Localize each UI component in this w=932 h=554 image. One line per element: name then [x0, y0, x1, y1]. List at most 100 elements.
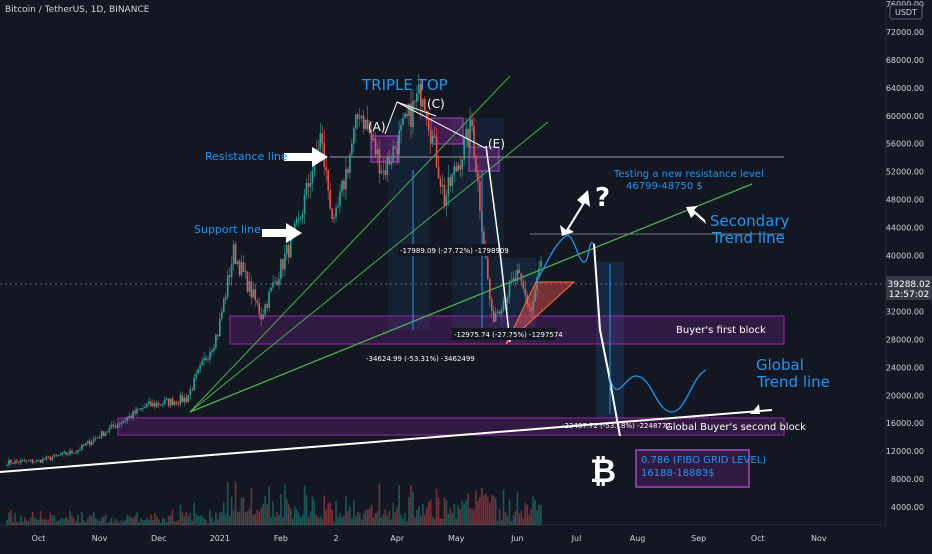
time-label-11: Sep	[691, 534, 706, 543]
volume-bar	[35, 518, 38, 525]
candle-body	[406, 113, 408, 117]
volume-bar	[61, 518, 63, 525]
time-label-3: 2021	[210, 534, 230, 543]
volume-bar	[287, 504, 290, 525]
candle-body	[165, 398, 168, 400]
price-tick-0: 76000.00	[886, 0, 924, 9]
candle-body	[278, 279, 280, 286]
candle-body	[37, 459, 40, 461]
candle-body	[226, 275, 229, 297]
projection-path-2	[607, 369, 707, 413]
volume-bar	[384, 509, 387, 525]
volume-bar	[420, 515, 422, 525]
candle-body	[256, 300, 259, 304]
candle-body	[421, 99, 424, 107]
volume-bar	[390, 519, 393, 525]
volume-bar	[469, 509, 471, 525]
candle-body	[502, 300, 505, 311]
price-tick-9: 40000.00	[886, 252, 924, 261]
candle-body	[360, 115, 363, 119]
candle-body	[122, 421, 125, 423]
volume-bar	[250, 487, 253, 525]
volume-bar	[410, 485, 412, 525]
candle-body	[244, 271, 247, 273]
candle-body	[23, 460, 26, 462]
currency-badge[interactable]	[889, 4, 923, 20]
candle-body	[282, 259, 284, 270]
volume-bar	[343, 515, 345, 525]
price-tick-14: 20000.00	[886, 391, 924, 400]
candle-body	[510, 281, 513, 283]
candle-body	[96, 437, 99, 439]
volume-bar	[43, 518, 46, 525]
candle-body	[31, 459, 34, 463]
volume-bar	[49, 512, 52, 525]
volume-bar	[351, 518, 353, 525]
candle-body	[374, 138, 377, 155]
candle-body	[487, 257, 489, 279]
candle-body	[311, 170, 314, 184]
volume-bar	[222, 501, 225, 525]
candle-body	[483, 231, 485, 247]
candle-body	[155, 403, 158, 407]
volume-bar	[215, 512, 217, 525]
candle-body	[77, 450, 79, 453]
volume-bar	[433, 518, 436, 525]
volume-bar	[10, 509, 12, 525]
candle-body	[163, 399, 166, 404]
price-tick-16: 12000.00	[886, 447, 924, 456]
volume-bar	[175, 521, 178, 525]
time-axis[interactable]: Oct Nov Dec 2021 Feb 2 Apr May Jun Jul Aug Sep Oct No…	[32, 534, 827, 543]
candle-body	[540, 260, 542, 268]
candle-body	[159, 404, 162, 406]
candle-body	[490, 299, 493, 311]
volume-bar	[187, 516, 190, 525]
volume-bar	[319, 516, 322, 525]
volume-bar	[307, 517, 310, 525]
candle-body	[75, 452, 77, 454]
candle-body	[102, 431, 105, 436]
volume-bar	[333, 521, 335, 525]
support-label: Support line	[194, 223, 261, 236]
candle-body	[437, 167, 440, 179]
volume-bar	[378, 483, 381, 525]
candle-body	[451, 174, 454, 186]
volume-bar	[37, 519, 40, 525]
candle-body	[441, 185, 444, 187]
candle-body	[138, 408, 140, 410]
price-tick-13: 24000.00	[886, 363, 924, 372]
candle-body	[337, 206, 339, 208]
volume-bar	[238, 511, 241, 525]
volume-bar	[382, 514, 385, 525]
candle-body	[416, 93, 418, 102]
volume-bar	[201, 515, 203, 525]
candle-body	[331, 208, 333, 219]
volume-bar	[540, 505, 542, 525]
candles-layer	[6, 73, 542, 468]
time-label-10: Aug	[630, 534, 646, 543]
candle-body	[79, 449, 81, 451]
candle-body	[98, 437, 101, 439]
candle-body	[286, 244, 288, 254]
time-label-13: Nov	[811, 534, 827, 543]
volume-bar	[394, 512, 396, 525]
volume-bar	[376, 510, 379, 525]
price-axis[interactable]: 76000.00 72000.00 68000.00 64000.00 60000.00…	[886, 0, 924, 512]
volume-bar	[122, 521, 125, 525]
buyer-second-label: Global Buyer's second block	[665, 422, 806, 433]
candle-body	[390, 161, 393, 165]
volume-bar	[526, 504, 529, 525]
time-label-6: Apr	[390, 534, 405, 543]
candle-body	[293, 223, 296, 231]
volume-bar	[224, 513, 227, 525]
candle-body	[488, 278, 491, 300]
volume-bar	[232, 510, 235, 525]
candle-body	[144, 406, 146, 409]
candle-body	[118, 424, 121, 426]
candle-body	[157, 403, 160, 406]
candle-body	[12, 463, 14, 465]
volume-bar	[18, 522, 20, 525]
